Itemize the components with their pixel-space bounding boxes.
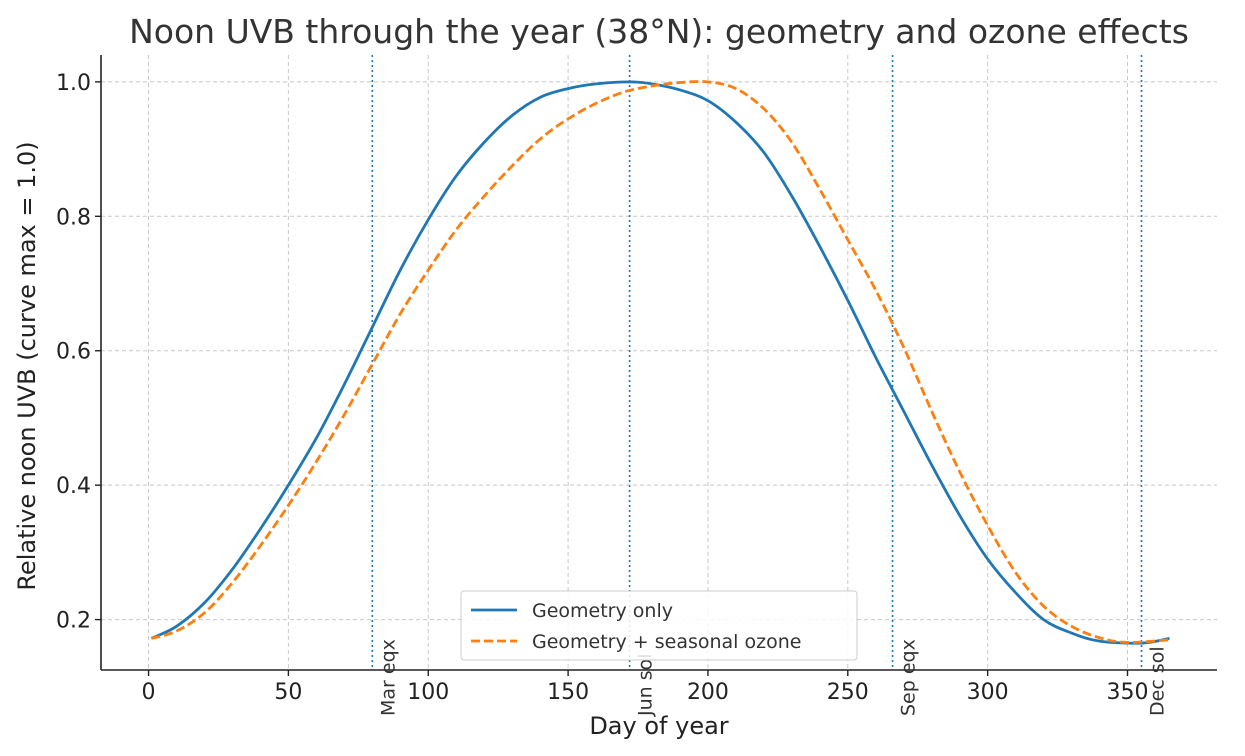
event-label: Jun sol	[635, 653, 657, 717]
legend-box	[460, 590, 858, 661]
x-tick-label: 100	[407, 680, 449, 705]
y-tick-label: 0.4	[56, 474, 91, 499]
x-tick-label: 50	[274, 680, 302, 705]
y-tick-label: 1.0	[56, 71, 91, 96]
event-labels: Mar eqx Jun sol Sep eqx Dec sol	[377, 639, 1168, 717]
series-line	[150, 80, 1170, 645]
grid	[101, 55, 1217, 670]
x-axis-label: Day of year	[589, 712, 728, 740]
y-tick-label: 0.8	[56, 205, 91, 230]
legend-entry: Geometry only	[532, 600, 673, 622]
tick-labels: 0 50 100 150 200 250 300 350 0.2 0.4 0.6 0.8 1.0	[56, 71, 1148, 705]
event-label: Dec sol	[1147, 646, 1169, 716]
series-lines	[150, 80, 1170, 645]
event-label: Sep eqx	[898, 639, 920, 716]
x-tick-label: 150	[547, 680, 589, 705]
x-tick-label: 300	[967, 680, 1009, 705]
axes	[100, 55, 1217, 671]
y-tick-label: 0.2	[56, 609, 91, 634]
legend: Geometry only Geometry + seasonal ozone	[460, 590, 858, 661]
x-tick-label: 250	[827, 680, 869, 705]
chart-title: Noon UVB through the year (38°N): geomet…	[129, 12, 1189, 51]
x-tick-label: 0	[142, 680, 156, 705]
y-axis-label: Relative noon UVB (curve max = 1.0)	[13, 141, 41, 590]
legend-entry: Geometry + seasonal ozone	[532, 631, 801, 653]
x-tick-label: 350	[1106, 680, 1148, 705]
event-markers	[371, 55, 1143, 670]
event-label: Mar eqx	[377, 639, 399, 716]
series-line	[150, 80, 1170, 644]
y-tick-label: 0.6	[56, 340, 91, 365]
x-tick-label: 200	[687, 680, 729, 705]
